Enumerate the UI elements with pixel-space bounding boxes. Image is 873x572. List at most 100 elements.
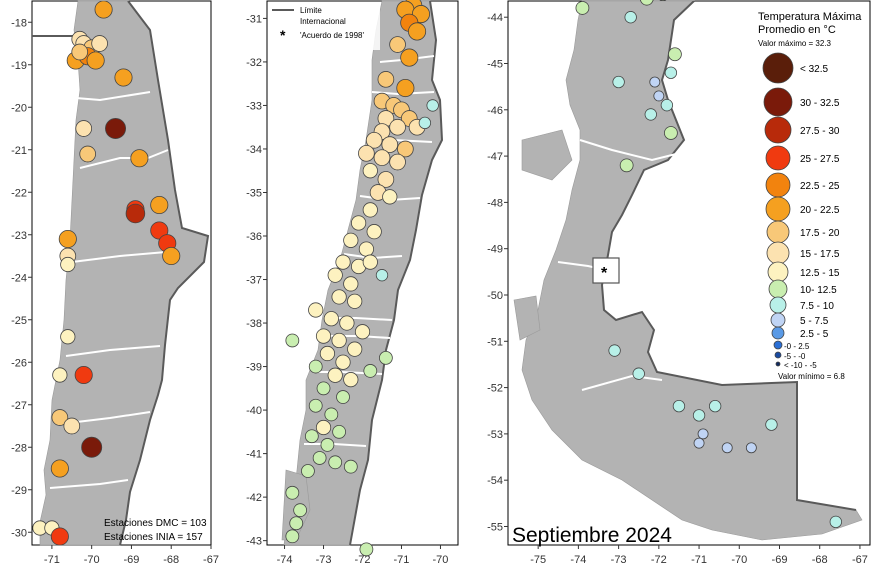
legend-label: 22.5 - 25 (800, 181, 840, 192)
station-marker (366, 224, 382, 240)
x-tick-label: -70 (731, 554, 747, 566)
station-marker (63, 417, 81, 435)
station-marker (644, 108, 657, 121)
legend-label: 25 - 27.5 (800, 154, 840, 165)
station-marker (339, 315, 355, 331)
x-axis-south: -75 -74 -73 -72 -71 -70 -69 -68 -67 (530, 545, 868, 566)
y-tick-label: -37 (246, 275, 262, 287)
x-tick-label: -73 (611, 554, 627, 566)
x-tick-label: -69 (772, 554, 788, 566)
legend-title-1: Temperatura Máxima (758, 11, 862, 23)
legend-label: 10- 12.5 (800, 285, 837, 296)
legend-swatch (763, 87, 793, 117)
stations-dmc-count: Estaciones DMC = 103 (104, 518, 207, 529)
y-tick-label: -32 (246, 57, 262, 69)
y-tick-label: -26 (11, 357, 27, 369)
x-tick-label: -72 (651, 554, 667, 566)
station-marker (745, 442, 757, 454)
x-tick-label: -67 (852, 554, 868, 566)
station-marker (60, 256, 76, 273)
station-marker (358, 145, 375, 162)
legend-title-2: Promedio en °C (758, 24, 836, 36)
station-marker (365, 131, 383, 149)
station-marker (381, 136, 399, 153)
legend-label: 20 - 22.5 (800, 205, 840, 216)
y-tick-label: -31 (246, 13, 262, 25)
station-marker (400, 48, 419, 67)
legend-label: 27.5 - 30 (800, 126, 840, 137)
station-marker (377, 171, 395, 188)
station-marker (373, 149, 391, 166)
station-marker (692, 409, 706, 422)
station-marker (285, 529, 300, 544)
y-tick-label: -20 (11, 102, 27, 114)
station-marker (50, 527, 69, 546)
border-legend: Límite Internacional * 'Acuerdo de 1998' (268, 2, 380, 50)
y-tick-label: -18 (11, 17, 27, 29)
legend-swatch (767, 261, 789, 283)
border-legend-label-1: Límite (300, 6, 322, 15)
station-marker (343, 459, 358, 474)
station-marker (332, 424, 346, 439)
station-marker (324, 407, 339, 422)
station-marker (363, 364, 378, 378)
y-tick-label: -55 (487, 521, 503, 533)
station-marker (343, 276, 359, 292)
temperature-legend: Temperatura Máxima Promedio en °C Valor … (758, 11, 862, 381)
y-tick-label: -40 (246, 405, 262, 417)
y-tick-label: -34 (246, 144, 262, 156)
legend-label: < -10 - -5 (784, 361, 817, 370)
station-marker (708, 399, 722, 413)
legend-swatch (774, 351, 782, 359)
station-marker (335, 254, 351, 270)
y-tick-label: -48 (487, 197, 503, 209)
border-legend-label-2: Internacional (300, 17, 346, 26)
station-marker (75, 120, 93, 137)
station-marker (347, 341, 363, 357)
land-south (513, 0, 863, 541)
y-tick-label: -27 (11, 400, 27, 412)
month-label: Septiembre 2024 (512, 524, 672, 547)
x-tick-label: -70 (84, 554, 100, 566)
station-marker (79, 145, 97, 163)
y-tick-label: -42 (246, 492, 262, 504)
station-marker (408, 22, 427, 41)
international-border-central (349, 0, 444, 546)
station-marker (397, 140, 414, 158)
y-tick-label: -25 (11, 315, 27, 327)
x-tick-label: -71 (691, 554, 707, 566)
station-marker (697, 428, 709, 440)
legend-label: 7.5 - 10 (800, 301, 834, 312)
station-marker (640, 0, 654, 6)
y-tick-label: -50 (487, 290, 503, 302)
legend-label: 5 - 7.5 (800, 316, 829, 327)
legend-label: 2.5 - 5 (800, 329, 829, 340)
station-marker (389, 118, 406, 136)
station-marker (312, 451, 327, 465)
station-marker (664, 66, 678, 79)
station-marker (316, 381, 331, 396)
y-tick-label: -47 (487, 151, 503, 163)
legend-swatch (766, 241, 790, 265)
border-legend-star-label: 'Acuerdo de 1998' (300, 31, 364, 40)
station-marker (632, 367, 645, 380)
y-tick-label: -43 (246, 536, 262, 548)
station-marker (362, 254, 378, 270)
station-marker (130, 149, 149, 168)
station-marker (362, 163, 378, 179)
station-marker (389, 36, 406, 53)
station-marker (358, 241, 374, 257)
x-tick-label: -71 (394, 554, 410, 566)
station-marker (396, 79, 415, 98)
y-tick-label: -46 (487, 105, 503, 117)
station-marker (649, 76, 661, 88)
legend-min-value: Valor mínimo = 6.8 (778, 372, 845, 381)
international-border-south (600, 0, 857, 511)
station-marker (125, 203, 146, 224)
station-marker (335, 354, 351, 370)
station-marker (327, 267, 343, 283)
x-tick-label: -71 (44, 554, 60, 566)
station-marker (114, 68, 133, 87)
y-tick-label: -36 (246, 231, 262, 243)
legend-max-value: Valor máximo = 32.3 (758, 39, 832, 48)
